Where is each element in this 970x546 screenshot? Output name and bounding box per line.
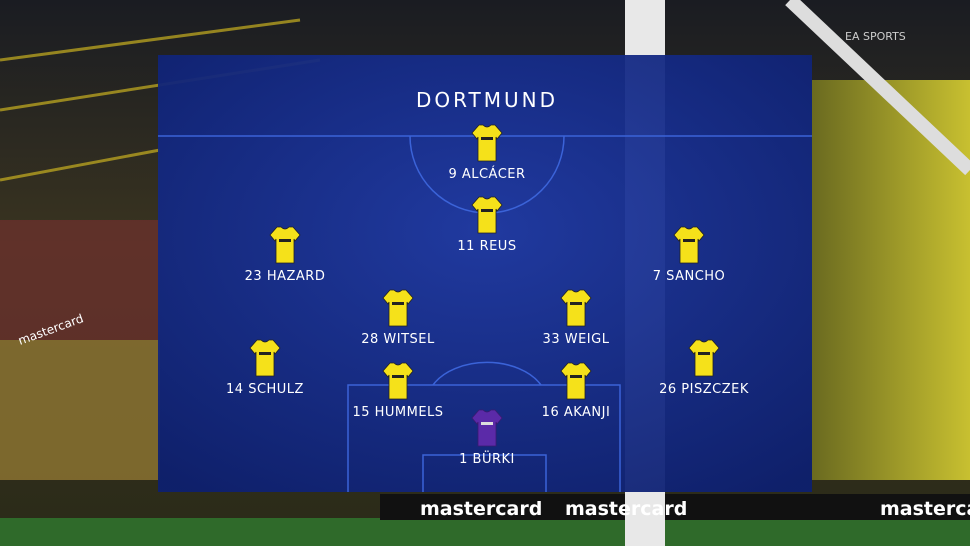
player: 7 SANCHO (653, 226, 726, 284)
shirt-sponsor (481, 209, 493, 212)
crowd-left-yellow (0, 340, 160, 480)
player: 33 WEIGL (543, 289, 610, 347)
player: 1 BÜRKI (459, 409, 515, 467)
shirt-sponsor (570, 302, 582, 305)
ad-text: mastercard (880, 498, 970, 520)
player-label: 23 HAZARD (245, 269, 326, 284)
player: 9 ALCÁCER (448, 124, 525, 182)
player: 28 WITSEL (361, 289, 435, 347)
shirt-sponsor (392, 302, 404, 305)
team-name: DORTMUND (416, 88, 558, 112)
lineup-panel: DORTMUND 9 ALCÁCER 11 REUS 23 HAZARD 7 SANC… (158, 55, 812, 492)
shirt-sponsor (698, 352, 710, 355)
pitch (0, 518, 970, 546)
shirt-sponsor (683, 239, 695, 242)
shirt-sponsor (392, 375, 404, 378)
shirt-sponsor (481, 137, 493, 140)
player: 16 AKANJI (542, 362, 611, 420)
player-label: 33 WEIGL (543, 332, 610, 347)
ad-text: mastercard (565, 498, 687, 520)
player-label: 15 HUMMELS (352, 405, 443, 420)
shirt-sponsor (279, 239, 291, 242)
player: 23 HAZARD (245, 226, 326, 284)
player-label: 26 PISZCZEK (659, 382, 749, 397)
goal-crossbar (785, 0, 970, 176)
watermark: EA SPORTS (845, 30, 906, 43)
player: 14 SCHULZ (226, 339, 304, 397)
player: 11 REUS (457, 196, 516, 254)
player-label: 11 REUS (457, 239, 516, 254)
shirt-sponsor (481, 422, 493, 425)
player-label: 1 BÜRKI (459, 450, 515, 467)
player-label: 9 ALCÁCER (448, 166, 525, 182)
ad-board (380, 494, 970, 520)
player-label: 16 AKANJI (542, 405, 611, 420)
player-label: 7 SANCHO (653, 269, 726, 284)
player: 26 PISZCZEK (659, 339, 749, 397)
player: 15 HUMMELS (352, 362, 443, 420)
ad-text: mastercard (420, 498, 542, 520)
shirt-sponsor (259, 352, 271, 355)
player-label: 14 SCHULZ (226, 382, 304, 397)
player-label: 28 WITSEL (361, 332, 435, 347)
shirt-sponsor (570, 375, 582, 378)
